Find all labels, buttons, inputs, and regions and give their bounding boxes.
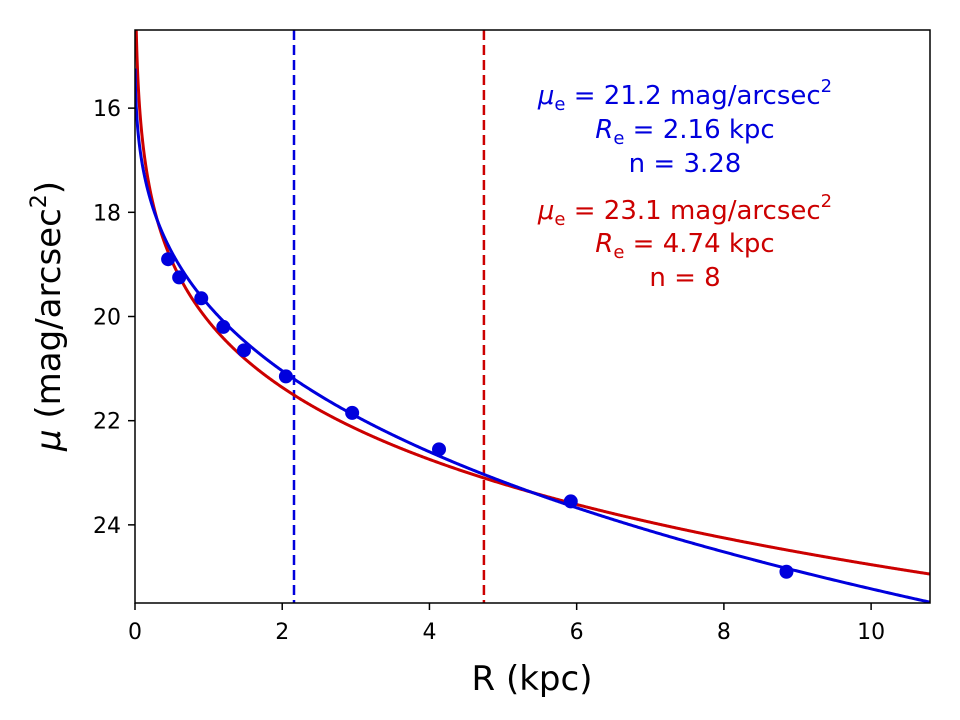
anno-re-sub: e	[613, 242, 624, 263]
annotation-blue-re: Re = 2.16 kpc	[595, 115, 774, 149]
y-axis-label-sup: 2	[27, 194, 52, 208]
annotation-red-n: n = 8	[649, 263, 720, 293]
y-axis-label-close: )	[29, 181, 69, 194]
anno-mu-sub: e	[554, 94, 565, 115]
anno-mu-text: = 23.1 mag/arcsec	[565, 196, 820, 226]
data-point	[194, 291, 209, 306]
x-tick-label: 10	[857, 620, 885, 645]
annotation-red-re: Re = 4.74 kpc	[595, 229, 774, 263]
annotation-red-mu: μe = 23.1 mag/arcsec2	[537, 191, 832, 230]
anno-re-sub: e	[613, 128, 624, 149]
plot-content	[135, 30, 930, 603]
y-tick-label: 18	[93, 201, 121, 226]
annotation-blue-n: n = 3.28	[629, 149, 742, 179]
y-axis-label: μ (mag/arcsec2)	[27, 181, 69, 452]
data-point	[278, 369, 293, 384]
y-tick-label: 24	[93, 514, 121, 539]
y-axis: 16 18 20 22 24	[93, 97, 135, 539]
data-point	[172, 270, 187, 285]
x-tick-label: 4	[422, 620, 436, 645]
annotation-red: μe = 23.1 mag/arcsec2 Re = 4.74 kpc n = …	[537, 191, 832, 293]
y-tick-label: 22	[93, 410, 121, 435]
anno-re-symbol: R	[595, 115, 613, 145]
anno-re-text: = 2.16 kpc	[624, 115, 774, 145]
data-point	[779, 564, 794, 579]
anno-mu-symbol: μ	[537, 196, 555, 226]
series-line-blue	[135, 68, 930, 603]
anno-re-text: = 4.74 kpc	[624, 229, 774, 259]
anno-mu-sup: 2	[821, 191, 832, 212]
data-point	[563, 494, 578, 509]
y-tick-label: 20	[93, 306, 121, 331]
x-tick-label: 6	[570, 620, 584, 645]
x-tick-label: 0	[128, 620, 142, 645]
annotation-blue-mu: μe = 21.2 mag/arcsec2	[537, 76, 832, 115]
y-axis-label-units: (mag/arcsec	[29, 208, 69, 418]
anno-mu-sup: 2	[821, 76, 832, 97]
x-tick-label: 2	[275, 620, 289, 645]
anno-mu-symbol: μ	[537, 81, 555, 111]
annotation-blue: μe = 21.2 mag/arcsec2 Re = 2.16 kpc n = …	[537, 76, 832, 179]
data-point	[345, 405, 360, 420]
anno-mu-text: = 21.2 mag/arcsec	[565, 81, 820, 111]
y-axis-label-symbol: μ	[29, 429, 69, 452]
anno-mu-sub: e	[554, 209, 565, 230]
data-point	[161, 252, 176, 267]
data-point	[216, 319, 231, 334]
y-tick-label: 16	[93, 97, 121, 122]
y-axis-label-space	[29, 419, 69, 430]
data-point	[432, 442, 447, 457]
data-point	[236, 343, 251, 358]
x-axis-label: R (kpc)	[472, 659, 593, 699]
x-tick-label: 8	[717, 620, 731, 645]
x-axis: 0 2 4 6 8 10	[128, 603, 885, 645]
data-points	[161, 252, 794, 579]
anno-re-symbol: R	[595, 229, 613, 259]
